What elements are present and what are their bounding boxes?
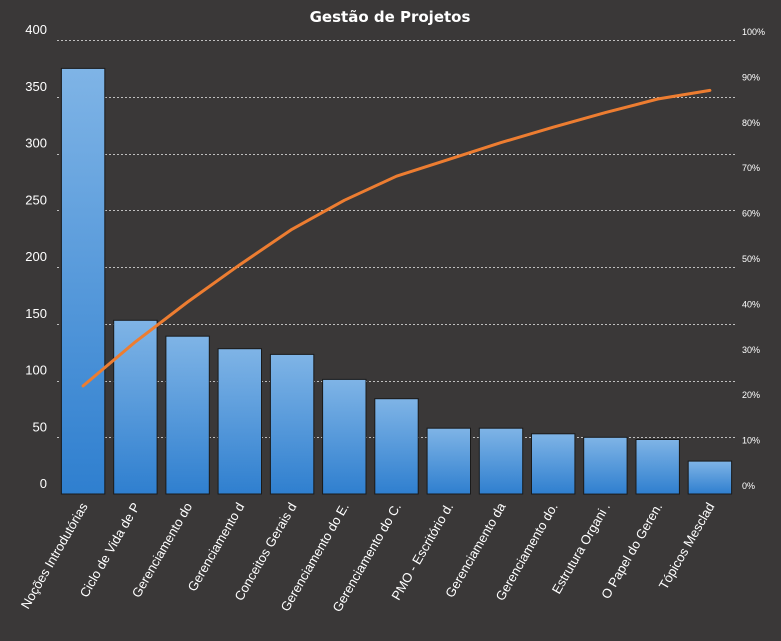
y-right-tick-label: 10% [742,436,760,446]
bar [687,460,733,495]
grid-lines [57,40,736,438]
y-left-tick-label: 100 [25,363,47,378]
bar [113,319,158,495]
bar [635,439,680,495]
bar [165,335,210,495]
y-right-tick-label: 60% [742,209,760,219]
y-axis-left: 0 50 100 150 200 250 300 350 400 [25,22,47,491]
bar [60,67,106,495]
bar [374,398,419,495]
y-left-tick-label: 350 [25,79,47,94]
bar [426,427,472,495]
bar [269,353,315,495]
y-left-tick-label: 250 [25,192,47,207]
x-tick-label: Estrutura Organi . [549,500,613,596]
y-right-tick-label: 90% [742,72,760,82]
bar [217,348,263,495]
bar [478,427,524,495]
y-right-tick-label: 0% [742,481,755,491]
cumulative-line-series [81,88,712,388]
bar [583,436,628,495]
bar [531,433,576,495]
y-right-tick-label: 40% [742,299,760,309]
y-right-tick-label: 30% [742,345,760,355]
chart-title: Gestão de Projetos [310,8,471,26]
x-tick-label: Gerenciamento d [185,500,248,594]
bar [322,378,367,495]
bar-series [60,67,733,495]
y-left-tick-label: 50 [33,419,47,434]
y-right-tick-label: 80% [742,118,760,128]
y-left-tick-label: 400 [25,22,47,37]
y-left-tick-label: 200 [25,249,47,264]
y-axis-right: 0% 10% 20% 30% 40% 50% 60% 70% 80% 90% 100% [742,27,765,491]
cumulative-line [81,88,712,388]
y-left-tick-label: 0 [40,476,47,491]
y-right-tick-label: 50% [742,254,760,264]
y-left-tick-label: 150 [25,306,47,321]
y-right-tick-label: 70% [742,163,760,173]
y-right-tick-label: 20% [742,390,760,400]
x-tick-label: Tópicos Mesclad [656,500,718,592]
y-right-tick-label: 100% [742,27,765,37]
y-left-tick-label: 300 [25,136,47,151]
